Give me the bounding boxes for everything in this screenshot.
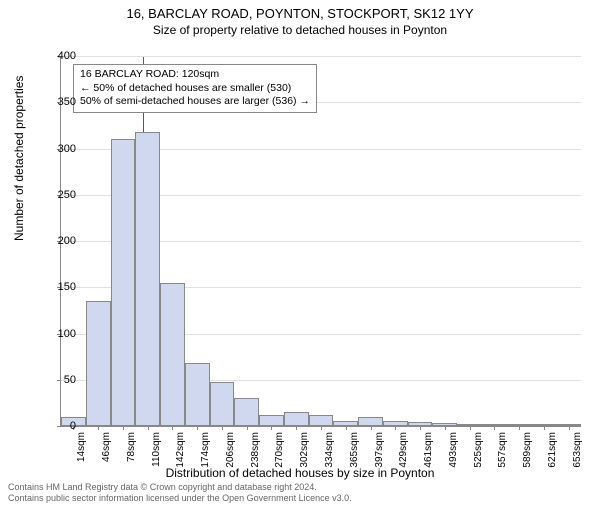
xtick-label: 46sqm	[101, 432, 112, 462]
histogram-bar	[284, 412, 309, 426]
ytick-label: 100	[46, 328, 76, 340]
xtick-label: 206sqm	[225, 432, 236, 468]
xtick-label: 365sqm	[349, 432, 360, 468]
xtick-label: 270sqm	[274, 432, 285, 468]
xtick-mark	[321, 426, 322, 430]
xtick-mark	[123, 426, 124, 430]
xtick-label: 238sqm	[250, 432, 261, 468]
callout-line: 50% of semi-detached houses are larger (…	[80, 95, 310, 109]
xtick-label: 142sqm	[175, 432, 186, 468]
xtick-mark	[296, 426, 297, 430]
ytick-label: 50	[46, 374, 76, 386]
histogram-bar	[185, 363, 210, 426]
ytick-label: 300	[46, 143, 76, 155]
xtick-label: 14sqm	[76, 432, 87, 462]
xtick-mark	[519, 426, 520, 430]
grid-line	[61, 56, 581, 57]
xtick-label: 461sqm	[423, 432, 434, 468]
callout-box: 16 BARCLAY ROAD: 120sqm ← 50% of detache…	[73, 64, 317, 113]
chart-container: 16, BARCLAY ROAD, POYNTON, STOCKPORT, SK…	[0, 6, 600, 506]
plot-area: 16 BARCLAY ROAD: 120sqm ← 50% of detache…	[60, 56, 581, 427]
xtick-mark	[271, 426, 272, 430]
xtick-label: 302sqm	[299, 432, 310, 468]
ytick-label: 200	[46, 235, 76, 247]
xtick-mark	[470, 426, 471, 430]
xtick-label: 334sqm	[324, 432, 335, 468]
footer-text: Contains HM Land Registry data © Crown c…	[8, 482, 352, 504]
x-axis-label: Distribution of detached houses by size …	[0, 466, 600, 480]
xtick-label: 621sqm	[547, 432, 558, 468]
xtick-mark	[222, 426, 223, 430]
ytick-label: 150	[46, 281, 76, 293]
histogram-bar	[309, 415, 334, 426]
histogram-bar	[111, 139, 136, 426]
xtick-mark	[445, 426, 446, 430]
footer-line: Contains public sector information licen…	[8, 493, 352, 504]
xtick-label: 589sqm	[522, 432, 533, 468]
xtick-label: 429sqm	[398, 432, 409, 468]
xtick-label: 493sqm	[448, 432, 459, 468]
xtick-mark	[494, 426, 495, 430]
xtick-mark	[371, 426, 372, 430]
ytick-label: 350	[46, 96, 76, 108]
ytick-label: 250	[46, 189, 76, 201]
xtick-mark	[148, 426, 149, 430]
xtick-mark	[544, 426, 545, 430]
xtick-mark	[197, 426, 198, 430]
xtick-label: 525sqm	[473, 432, 484, 468]
chart-subtitle: Size of property relative to detached ho…	[0, 23, 600, 37]
xtick-label: 110sqm	[151, 432, 162, 467]
xtick-mark	[98, 426, 99, 430]
xtick-mark	[420, 426, 421, 430]
histogram-bar	[135, 132, 160, 426]
xtick-label: 174sqm	[200, 432, 211, 468]
ytick-label: 0	[46, 420, 76, 432]
ytick-label: 400	[46, 50, 76, 62]
xtick-label: 653sqm	[572, 432, 583, 468]
xtick-label: 78sqm	[126, 432, 137, 462]
histogram-bar	[86, 301, 111, 426]
histogram-bar	[259, 415, 284, 426]
xtick-mark	[569, 426, 570, 430]
xtick-mark	[172, 426, 173, 430]
callout-line: 16 BARCLAY ROAD: 120sqm	[80, 68, 310, 82]
xtick-mark	[395, 426, 396, 430]
xtick-label: 557sqm	[497, 432, 508, 468]
xtick-mark	[247, 426, 248, 430]
callout-line: ← 50% of detached houses are smaller (53…	[80, 82, 310, 96]
footer-line: Contains HM Land Registry data © Crown c…	[8, 482, 352, 493]
xtick-label: 397sqm	[374, 432, 385, 468]
chart-title: 16, BARCLAY ROAD, POYNTON, STOCKPORT, SK…	[0, 6, 600, 21]
histogram-bar	[358, 417, 383, 426]
histogram-bar	[160, 283, 185, 426]
y-axis-label: Number of detached properties	[12, 76, 26, 241]
histogram-bar	[210, 382, 235, 426]
histogram-bar	[234, 398, 259, 426]
xtick-mark	[346, 426, 347, 430]
